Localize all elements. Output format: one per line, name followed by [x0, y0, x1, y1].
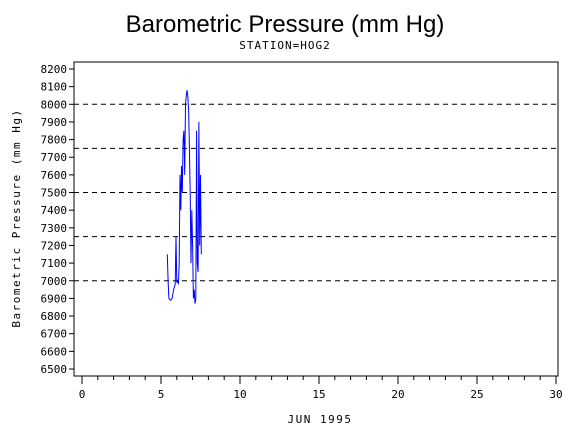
- series-line: [166, 90, 202, 304]
- y-tick-label: 7800: [41, 134, 68, 147]
- x-tick-label: 0: [79, 388, 86, 401]
- y-axis: 6500 6600 6700 6800 6900 7000 7100 7200 7300 7400…: [41, 63, 75, 376]
- y-tick-label: 8000: [41, 98, 68, 111]
- chart-subtitle: STATION=HOG2: [239, 39, 330, 52]
- x-tick-label: 10: [233, 388, 246, 401]
- x-axis: 0 5 10 15 20 25 30: [79, 375, 563, 401]
- y-tick-label: 7900: [41, 116, 68, 129]
- x-tick-label: 20: [391, 388, 404, 401]
- x-tick-label: 30: [549, 388, 562, 401]
- series-group: [166, 90, 202, 304]
- y-tick-label: 6900: [41, 292, 68, 305]
- y-tick-label: 7300: [41, 222, 68, 235]
- y-tick-label: 7000: [41, 275, 68, 288]
- x-tick-label: 5: [158, 388, 165, 401]
- plot-frame: [73, 61, 559, 377]
- y-tick-label: 8100: [41, 81, 68, 94]
- x-tick-label: 15: [312, 388, 325, 401]
- y-tick-label: 6700: [41, 328, 68, 341]
- y-tick-label: 6500: [41, 363, 68, 376]
- y-axis-label: Barometric Pressure (mm Hg): [10, 108, 23, 327]
- x-tick-label: 25: [470, 388, 483, 401]
- y-tick-label: 8200: [41, 63, 68, 76]
- y-tick-label: 6800: [41, 310, 68, 323]
- y-tick-label: 7600: [41, 169, 68, 182]
- y-tick-label: 7500: [41, 187, 68, 200]
- reference-lines: [74, 103, 558, 282]
- y-tick-label: 7200: [41, 239, 68, 252]
- y-tick-label: 7700: [41, 151, 68, 164]
- x-axis-label: JUN 1995: [288, 413, 353, 426]
- y-tick-label: 6600: [41, 345, 68, 358]
- y-tick-label: 7100: [41, 257, 68, 270]
- y-tick-label: 7400: [41, 204, 68, 217]
- chart-title: Barometric Pressure (mm Hg): [126, 11, 445, 38]
